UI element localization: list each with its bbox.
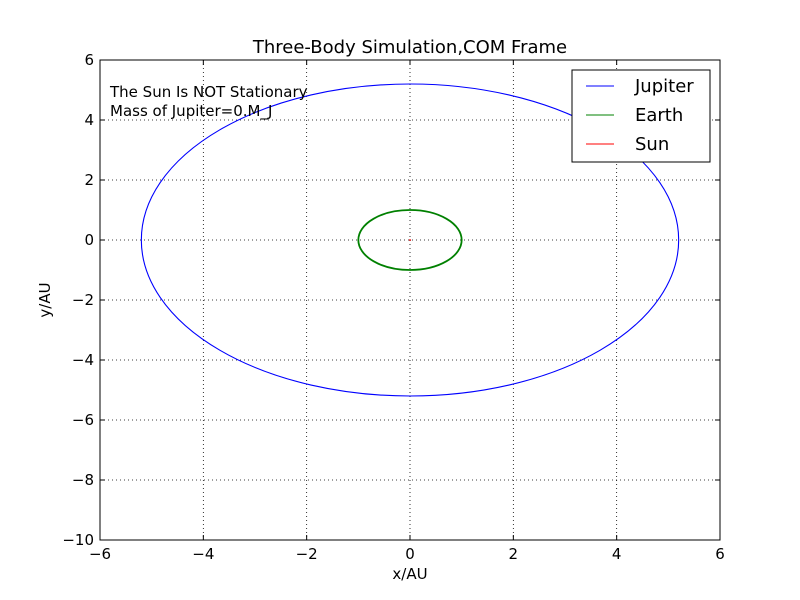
ticks	[99, 59, 721, 541]
legend-box	[571, 69, 711, 163]
x-tick-label: 4	[612, 545, 622, 563]
x-tick-label: 2	[509, 545, 519, 563]
x-tick-label: −6	[89, 545, 111, 563]
y-tick-labels: −10 −8 −6 −4 −2 0 2 4 6	[62, 51, 94, 549]
legend-label-sun: Sun	[635, 134, 669, 155]
plot-area	[140, 83, 680, 397]
chart-title: Three-Body Simulation,COM Frame	[252, 37, 567, 58]
x-tick-label: 0	[405, 545, 415, 563]
y-tick-label: −10	[62, 531, 94, 549]
y-tick-label: −2	[72, 291, 94, 309]
y-tick-label: 4	[84, 111, 94, 129]
series-jupiter	[140, 83, 680, 397]
series-earth	[357, 209, 463, 271]
x-tick-label: −2	[296, 545, 318, 563]
y-tick-label: −6	[72, 411, 94, 429]
grid	[100, 60, 720, 540]
x-tick-label: −4	[192, 545, 214, 563]
x-tick-labels: −6 −4 −2 0 2 4 6	[89, 545, 725, 563]
x-tick-label: 6	[715, 545, 725, 563]
y-tick-label: 6	[84, 51, 94, 69]
y-tick-label: 0	[84, 231, 94, 249]
legend-label-jupiter: Jupiter	[634, 76, 694, 97]
y-tick-label: 2	[84, 171, 94, 189]
y-tick-label: −8	[72, 471, 94, 489]
annotation-mass: Mass of Jupiter=0.M_J	[110, 102, 272, 121]
y-tick-label: −4	[72, 351, 94, 369]
y-axis-label: y/AU	[36, 282, 54, 317]
legend: Jupiter Earth Sun	[571, 69, 711, 163]
legend-label-earth: Earth	[635, 105, 683, 126]
annotation-sun: The Sun Is NOT Stationary	[109, 83, 308, 101]
x-axis-label: x/AU	[392, 565, 427, 583]
